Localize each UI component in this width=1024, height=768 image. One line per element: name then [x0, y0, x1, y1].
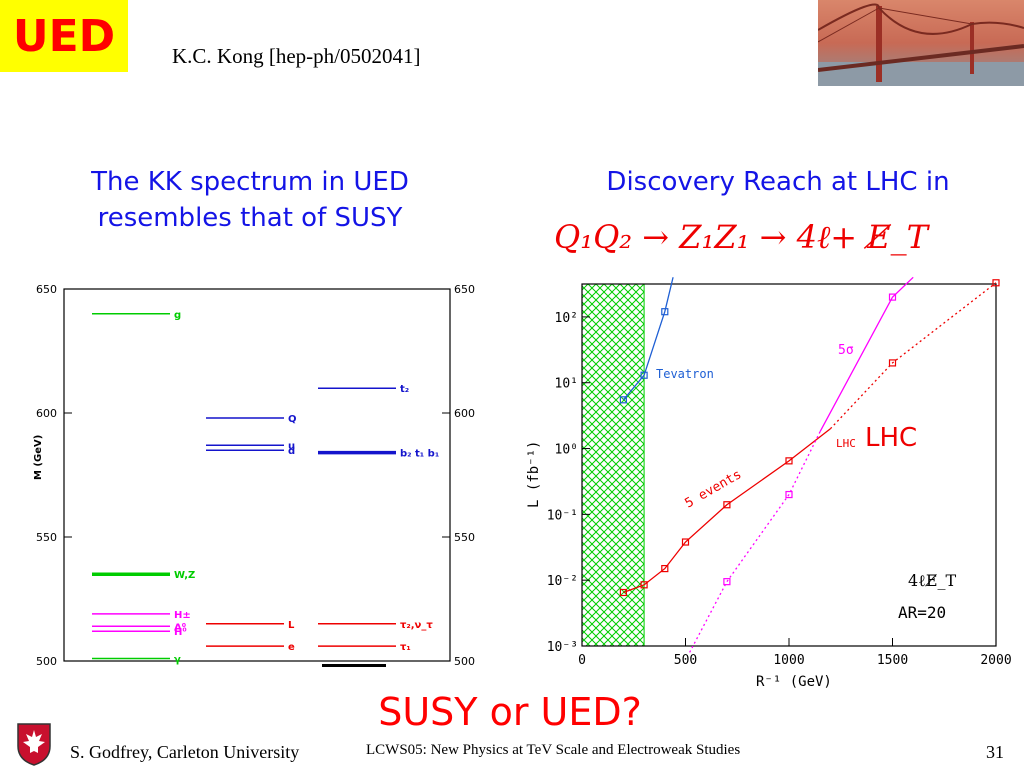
- series-line: [819, 276, 914, 433]
- spectrum-heading-line1: The KK spectrum in UED: [91, 167, 409, 197]
- spectrum-level-label: g: [174, 310, 181, 321]
- spectrum-level-label: d: [288, 446, 295, 457]
- x-tick-label: 2000: [980, 653, 1011, 668]
- footer-conference: LCWS05: New Physics at TeV Scale and Ele…: [366, 742, 741, 758]
- y-tick-label: 10⁻²: [547, 574, 578, 589]
- process-formula: Q₁Q₂ → Z₁Z₁ → 4ℓ+ E̸_T: [554, 218, 931, 256]
- lhc-small-label: LHC: [836, 437, 856, 450]
- discovery-reach-chart: 0 500 1000 1500 2000 10⁻³ 10⁻² 10⁻¹ 10⁰ 10¹ 10² R⁻…: [526, 276, 1012, 690]
- y-axis-label: L (fb⁻¹): [526, 441, 542, 508]
- spectrum-level-label: τ₂,ν_τ: [400, 620, 433, 631]
- series-line: [829, 282, 997, 430]
- channel-annotation: 4ℓE̸_T: [908, 571, 957, 590]
- y-tick-label: 10⁰: [555, 443, 578, 458]
- spectrum-level-label: H±: [174, 610, 191, 621]
- data-point: [785, 457, 793, 465]
- formula-text: Q₁Q₂ → Z₁Z₁ → 4ℓ+ E̸_T: [554, 218, 931, 256]
- data-point: [785, 490, 793, 499]
- spectrum-level-label: e: [288, 642, 295, 653]
- title-badge: [0, 0, 128, 72]
- spectrum-level-label: W,Z: [174, 570, 195, 581]
- kk-spectrum-plot: M (GeV) 650 650 600 600 550 550 500 500 g W,Z H±A…: [33, 283, 475, 668]
- data-point: [888, 359, 897, 367]
- series-line: [622, 277, 674, 401]
- reference-citation: K.C. Kong [hep-ph/0502041]: [172, 44, 421, 68]
- spectrum-level-label: b₂ t₁ b₁: [400, 449, 439, 460]
- spectrum-level-label: u: [288, 441, 295, 452]
- spectrum-level-label: τ₁: [400, 642, 411, 653]
- x-axis-label: R⁻¹ (GeV): [756, 674, 832, 690]
- series-line: [623, 428, 831, 594]
- x-tick-label: 1500: [877, 653, 908, 668]
- y-tick-label: 10¹: [555, 377, 578, 392]
- spectrum-axis-label: M (GeV): [33, 435, 44, 480]
- spectrum-level-label: Q: [288, 414, 297, 425]
- x-tick-label: 0: [578, 653, 586, 668]
- data-point: [681, 538, 690, 546]
- footer-author: S. Godfrey, Carleton University: [70, 742, 300, 762]
- question-text: SUSY or UED?: [378, 690, 642, 734]
- spectrum-tick-right: 650: [454, 283, 475, 296]
- university-crest-icon: [17, 723, 51, 766]
- y-tick-label: 10²: [555, 311, 578, 326]
- series-label-5-sigma: 5σ: [838, 343, 854, 358]
- y-tick-label: 10⁻³: [547, 640, 578, 655]
- spectrum-tick-left: 650: [36, 283, 57, 296]
- lhc-label: LHC: [865, 423, 917, 453]
- y-tick-label: 10⁻¹: [547, 508, 578, 523]
- spectrum-heading: The KK spectrum in UED resembles that of…: [30, 164, 470, 236]
- x-tick-label: 1000: [773, 653, 804, 668]
- spectrum-level-label: γ: [174, 655, 181, 666]
- data-point: [661, 308, 669, 316]
- series-line: [689, 431, 821, 653]
- spectrum-frame: [63, 288, 451, 662]
- data-point: [619, 396, 628, 404]
- spectrum-heading-line2: resembles that of SUSY: [97, 203, 403, 233]
- spectrum-tick-right: 500: [454, 655, 475, 668]
- data-point: [723, 501, 731, 509]
- data-point: [661, 564, 669, 573]
- spectrum-level-label: L: [288, 620, 295, 631]
- spectrum-tick-left: 550: [36, 531, 57, 544]
- data-point: [723, 578, 731, 586]
- data-point: [888, 293, 897, 301]
- page-number: 31: [986, 742, 1004, 762]
- series-label-5-events: 5 events: [683, 467, 745, 511]
- series-label-tevatron: Tevatron: [656, 367, 714, 381]
- excluded-region: [581, 283, 645, 647]
- slide-title: UED: [12, 10, 116, 62]
- ar-annotation: AR=20: [898, 603, 946, 622]
- x-tick-label: 500: [674, 653, 697, 668]
- data-point: [640, 581, 648, 589]
- data-point: [640, 371, 648, 379]
- plot-cutoff-mark: [322, 664, 386, 667]
- spectrum-tick-left: 600: [36, 407, 57, 420]
- spectrum-tick-left: 500: [36, 655, 57, 668]
- spectrum-tick-right: 600: [454, 407, 475, 420]
- reach-heading: Discovery Reach at LHC in: [606, 167, 950, 197]
- bridge-image: [818, 0, 1024, 86]
- spectrum-tick-right: 550: [454, 531, 475, 544]
- spectrum-level-label: t₂: [400, 384, 409, 395]
- data-point: [619, 588, 628, 597]
- spectrum-level-label: H⁰: [174, 627, 187, 638]
- spectrum-level-label: A⁰: [174, 622, 186, 633]
- data-point: [992, 279, 1000, 287]
